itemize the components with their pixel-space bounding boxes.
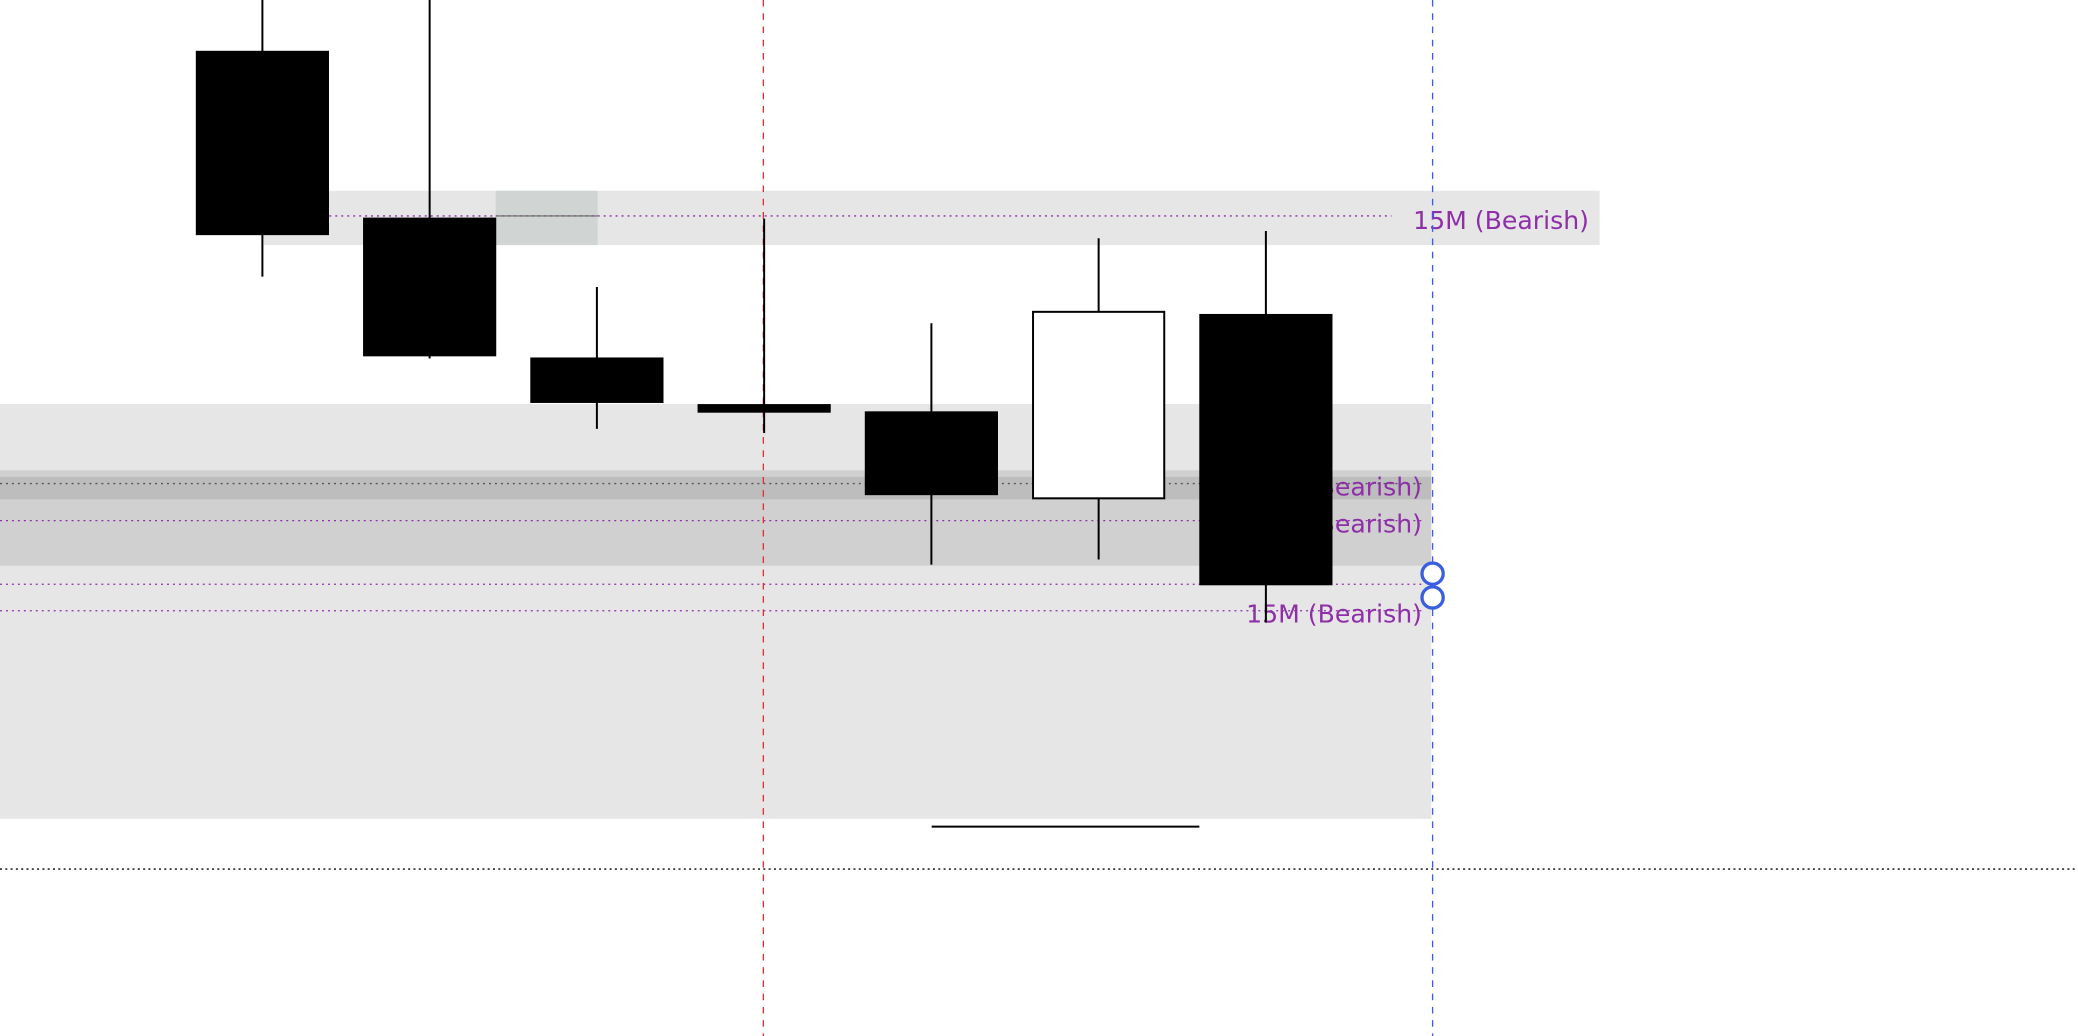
candle-body-bearish[interactable] [1199,313,1333,586]
candles [195,0,1333,623]
zone-label: 15M (Bearish) [1246,600,1422,629]
candle-body-bearish[interactable] [195,50,329,236]
zone-label: 15M (Bearish) [1413,206,1589,235]
candle-body-bearish[interactable] [530,357,664,403]
zone-overlap [495,190,598,246]
candle-body-bearish[interactable] [864,411,998,496]
candle-body-bearish[interactable] [363,217,497,357]
zone-15m-thin [0,574,1432,598]
drag-handle-icon[interactable] [1420,561,1445,586]
candle-body-bearish[interactable] [697,404,831,413]
drag-handle-icon[interactable] [1420,585,1445,610]
candle-body-bullish[interactable] [1032,310,1166,500]
